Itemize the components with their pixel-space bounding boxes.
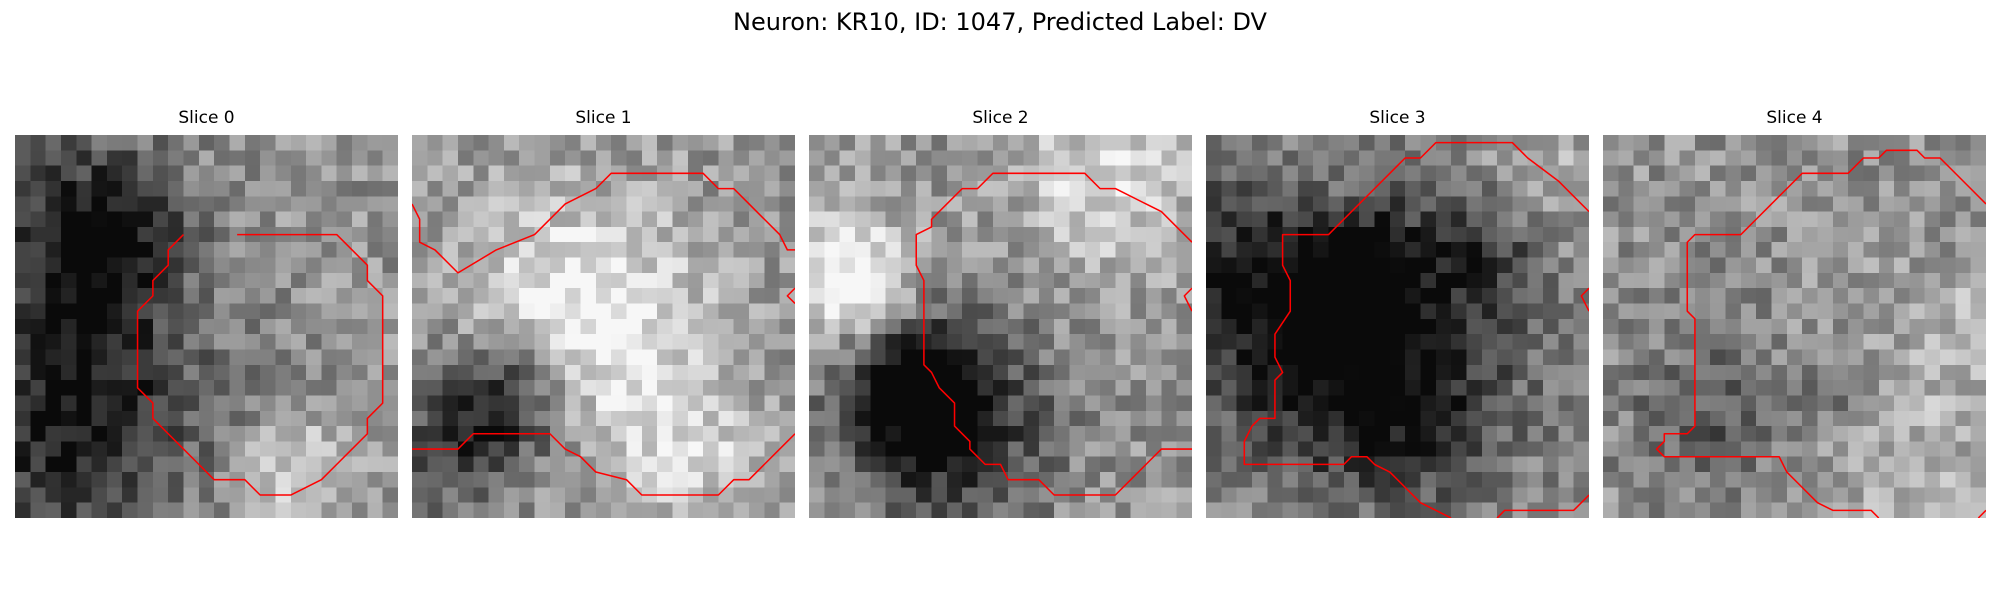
slice-title: Slice 2 bbox=[972, 108, 1029, 128]
slice-image bbox=[1603, 135, 1986, 518]
roi-contour bbox=[136, 233, 384, 496]
pixel-grid bbox=[15, 135, 398, 518]
slice-title: Slice 1 bbox=[575, 108, 632, 128]
slice-image bbox=[809, 135, 1192, 518]
pixel-grid bbox=[809, 135, 1192, 518]
roi-contour bbox=[1655, 149, 1986, 518]
roi-contour bbox=[412, 432, 795, 496]
slice-title: Slice 4 bbox=[1766, 108, 1823, 128]
roi-contour bbox=[412, 172, 795, 274]
roi-contour bbox=[1496, 494, 1589, 518]
roi-contour bbox=[1580, 287, 1589, 312]
roi-contour bbox=[1243, 141, 1589, 518]
slice-image bbox=[15, 135, 398, 518]
roi-contour bbox=[1183, 287, 1192, 312]
slice-title: Slice 0 bbox=[178, 108, 235, 128]
pixel-grid bbox=[1206, 135, 1589, 518]
slice-image bbox=[412, 135, 795, 518]
pixel-grid bbox=[412, 135, 795, 518]
roi-contour bbox=[915, 172, 1192, 496]
roi-contour bbox=[1977, 509, 1986, 518]
figure-title: Neuron: KR10, ID: 1047, Predicted Label:… bbox=[733, 8, 1267, 36]
slice-image bbox=[1206, 135, 1589, 518]
slice-title: Slice 3 bbox=[1369, 108, 1426, 128]
pixel-grid bbox=[1603, 135, 1986, 518]
roi-contour bbox=[786, 287, 795, 305]
